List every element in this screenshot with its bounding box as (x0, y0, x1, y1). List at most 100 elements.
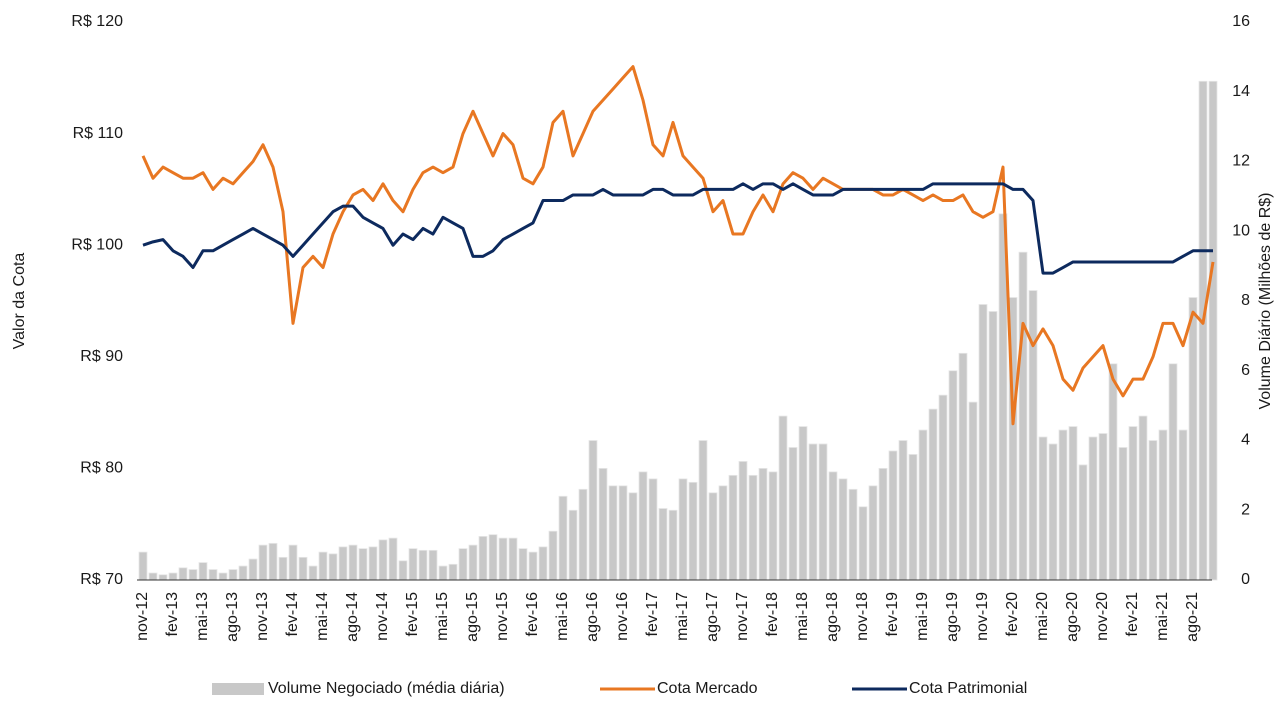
y-tick-label: R$ 80 (80, 460, 123, 477)
bar (818, 443, 828, 581)
x-tick-label: nov-17 (734, 592, 751, 641)
bar (648, 478, 658, 581)
y-tick-label: R$ 110 (73, 125, 124, 142)
x-tick-label: nov-18 (854, 592, 871, 641)
bar (988, 311, 998, 581)
x-tick-label: mai-15 (434, 592, 451, 641)
bar (278, 556, 288, 581)
x-tick-label: nov-14 (374, 592, 391, 641)
bar (898, 440, 908, 581)
x-tick-label: fev-17 (644, 592, 661, 637)
y2-tick-label: 4 (1241, 432, 1250, 449)
bar (1098, 433, 1108, 581)
bar (1068, 426, 1078, 581)
bar (808, 443, 818, 581)
x-tick-label: ago-13 (224, 592, 241, 642)
bar (738, 461, 748, 581)
bar (238, 565, 248, 581)
bar (538, 546, 548, 581)
bar (618, 485, 628, 581)
x-tick-label: nov-20 (1094, 592, 1111, 641)
legend-label: Volume Negociado (média diária) (268, 680, 505, 697)
bar (1208, 80, 1218, 581)
y-tick-label: R$ 70 (80, 571, 123, 588)
y-tick-label: R$ 100 (71, 236, 123, 253)
y-tick-label: R$ 120 (71, 13, 123, 30)
bar (1178, 429, 1188, 581)
y2-tick-label: 0 (1241, 571, 1250, 588)
bar (448, 563, 458, 581)
bar (148, 572, 158, 581)
x-tick-label: ago-21 (1184, 592, 1201, 642)
bar (258, 544, 268, 581)
bar (748, 474, 758, 581)
bar (178, 567, 188, 581)
bar (698, 440, 708, 581)
x-tick-label: ago-16 (584, 592, 601, 642)
bar (578, 488, 588, 581)
bar (168, 572, 178, 581)
bar (368, 546, 378, 581)
x-tick-label: ago-19 (944, 592, 961, 642)
bar (1168, 363, 1178, 581)
bar (518, 548, 528, 581)
bar (218, 572, 228, 581)
bar (268, 542, 278, 581)
x-tick-label: nov-12 (134, 592, 151, 641)
y2-tick-label: 8 (1241, 292, 1250, 309)
bar (408, 548, 418, 581)
bar (248, 558, 258, 581)
bar (328, 553, 338, 581)
bar (1058, 429, 1068, 581)
bar (638, 471, 648, 581)
x-tick-label: mai-17 (674, 592, 691, 641)
y2-tick-label: 2 (1241, 501, 1250, 518)
bar (668, 509, 678, 581)
x-tick-label: mai-21 (1154, 592, 1171, 641)
bar (978, 304, 988, 581)
bar (568, 509, 578, 581)
bar (688, 481, 698, 581)
bar (158, 574, 168, 581)
bar (778, 415, 788, 581)
x-tick-label: ago-17 (704, 592, 721, 642)
bar (788, 447, 798, 581)
bar (868, 485, 878, 581)
bar (658, 508, 668, 581)
x-tick-label: mai-13 (194, 592, 211, 641)
y2-tick-label: 16 (1232, 13, 1250, 30)
bar (938, 394, 948, 581)
x-tick-label: mai-16 (554, 592, 571, 641)
bar (1148, 440, 1158, 581)
bar (478, 536, 488, 581)
bar (1028, 290, 1038, 581)
x-tick-label: nov-15 (494, 592, 511, 641)
bar (858, 506, 868, 581)
y-axis-title: Valor da Cota (11, 253, 28, 350)
bar (1108, 363, 1118, 581)
x-tick-label: mai-14 (314, 592, 331, 641)
bar (228, 569, 238, 581)
bar (458, 548, 468, 581)
x-tick-label: fev-19 (884, 592, 901, 637)
y2-tick-label: 10 (1232, 222, 1250, 239)
line (141, 65, 1215, 426)
bar (1128, 426, 1138, 581)
bar (318, 551, 328, 581)
bar (1078, 464, 1088, 581)
x-tick-label: mai-20 (1034, 592, 1051, 641)
x-tick-label: fev-16 (524, 592, 541, 637)
legend-label: Cota Mercado (657, 680, 758, 697)
x-tick-label: nov-16 (614, 592, 631, 641)
bar (588, 440, 598, 581)
y2-tick-label: 12 (1232, 153, 1250, 170)
bar (428, 549, 438, 581)
bar (338, 546, 348, 581)
x-tick-label: mai-18 (794, 592, 811, 641)
bar (498, 537, 508, 581)
x-tick-label: fev-18 (764, 592, 781, 637)
y2-tick-label: 6 (1241, 362, 1250, 379)
bar (758, 467, 768, 581)
